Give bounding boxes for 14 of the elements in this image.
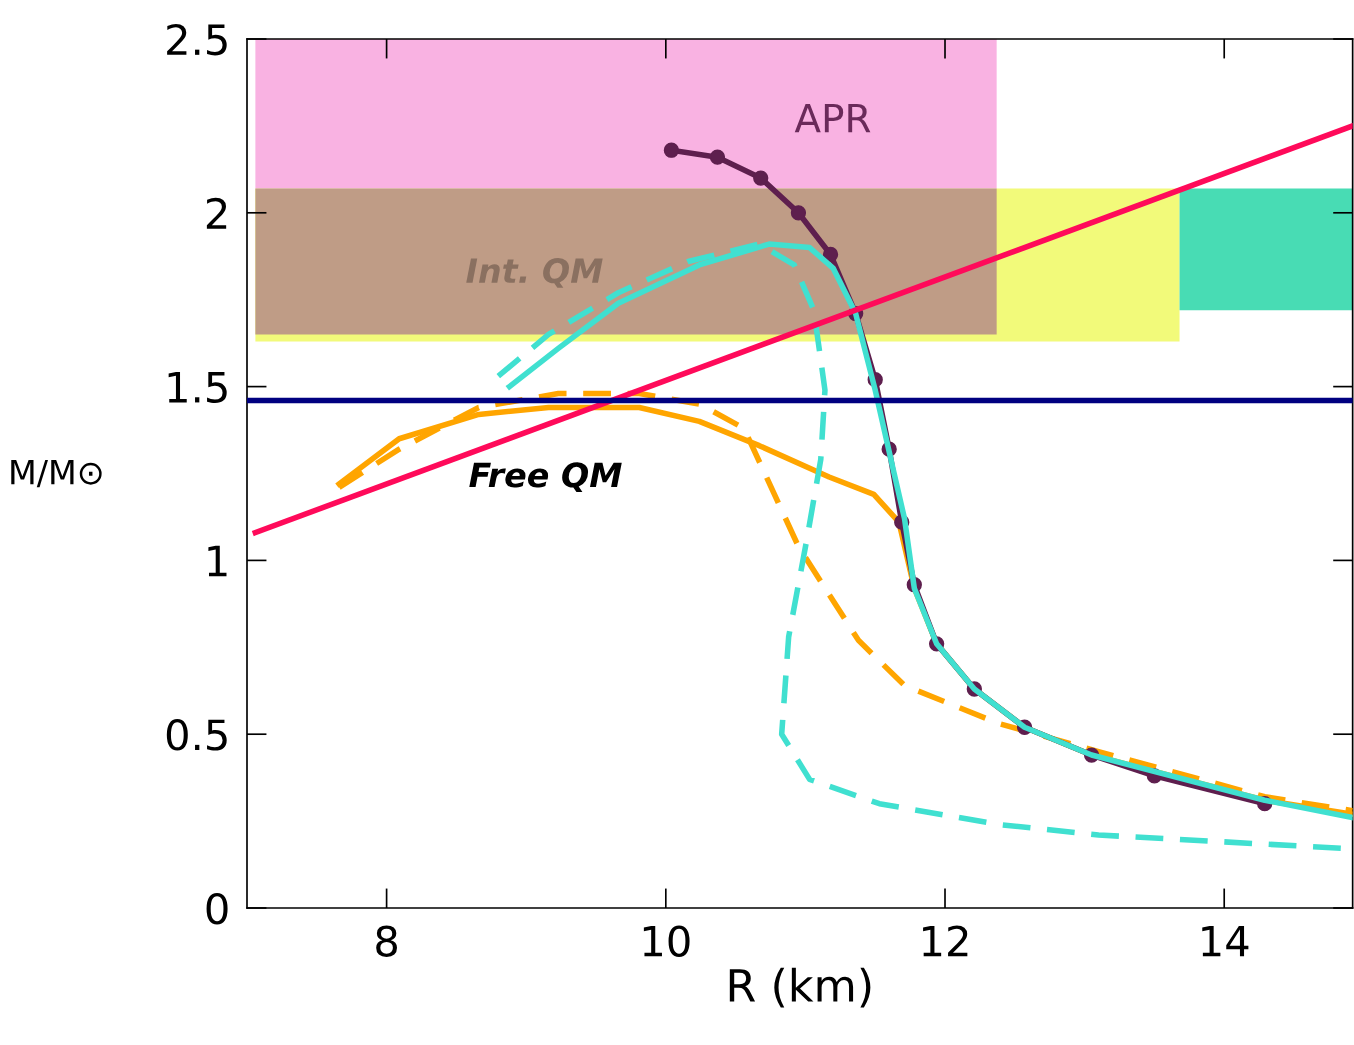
x-tick-label: 12 (923, 925, 968, 957)
x-tick-label: 14 (1202, 925, 1249, 957)
annotation: APR (794, 103, 871, 133)
y-tick-label: 1 (208, 545, 227, 577)
y-tick-label: 2 (206, 197, 227, 229)
y-tick-label: 0 (206, 892, 228, 925)
y-tick-label: 2.5 (167, 23, 227, 56)
y-tick-label: 0.5 (166, 719, 227, 751)
y-axis-title: M/M⊙ (11, 459, 102, 488)
y-tick-label: 1.5 (168, 372, 227, 404)
x-tick-label: 8 (376, 925, 398, 957)
annotation: Free QM (469, 462, 622, 492)
x-tick-label: 10 (643, 925, 690, 957)
x-axis-title: R (km) (729, 967, 871, 1008)
